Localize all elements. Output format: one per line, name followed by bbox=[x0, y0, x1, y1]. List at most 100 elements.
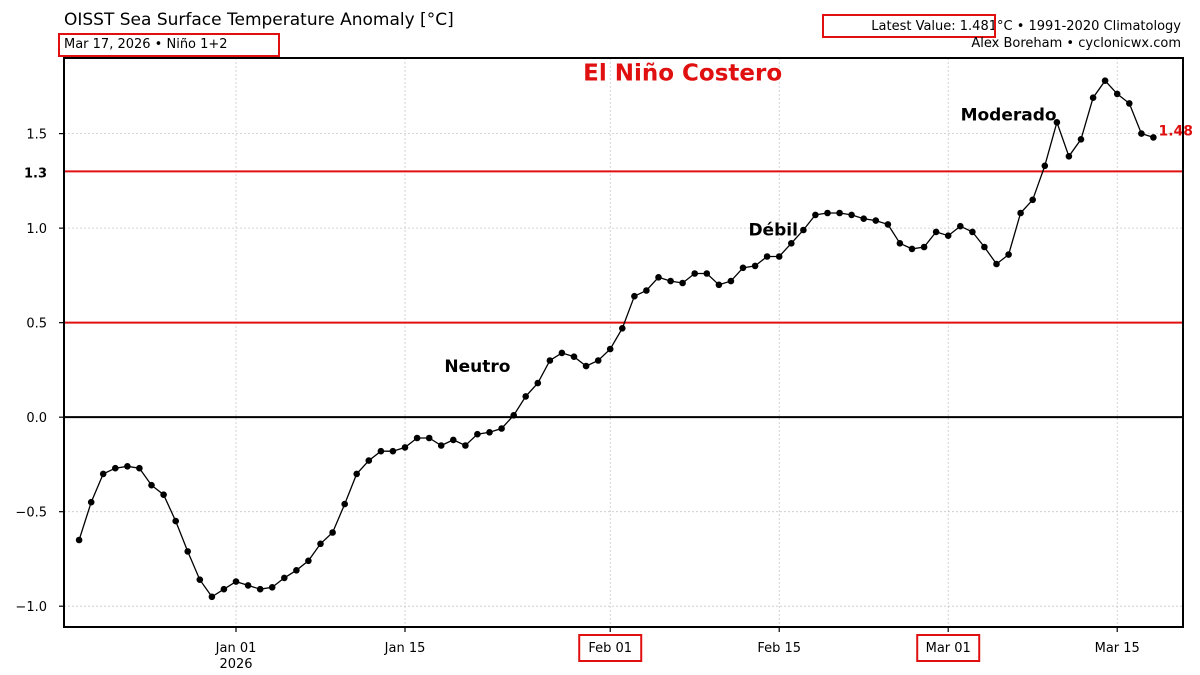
latest-value: Latest Value: 1.481°C bbox=[871, 19, 1013, 34]
data-point bbox=[486, 429, 493, 436]
data-point bbox=[546, 357, 554, 364]
data-point bbox=[208, 593, 216, 601]
y-tick-label: 0.0 bbox=[26, 411, 47, 426]
data-point bbox=[305, 557, 312, 565]
zone-label: Neutro bbox=[444, 357, 510, 377]
data-point bbox=[860, 215, 867, 222]
data-point bbox=[908, 245, 916, 253]
x-tick-sublabel: 2026 bbox=[219, 657, 252, 672]
y-tick-label: −0.5 bbox=[15, 506, 47, 521]
data-point bbox=[172, 517, 179, 525]
x-tick-highlight-box bbox=[578, 634, 643, 662]
threshold-label: 1.3 bbox=[24, 166, 47, 181]
climatology-label: • 1991-2020 Climatology bbox=[1012, 19, 1181, 34]
series-line bbox=[78, 79, 1154, 598]
chart-title: OISST Sea Surface Temperature Anomaly [°… bbox=[64, 10, 454, 30]
data-point bbox=[184, 548, 191, 555]
data-point bbox=[1126, 100, 1133, 107]
latest-value-highlight-box bbox=[822, 14, 996, 38]
data-point bbox=[160, 491, 167, 499]
data-point bbox=[775, 253, 783, 260]
data-point bbox=[510, 412, 517, 419]
y-tick-label: −1.0 bbox=[15, 600, 47, 615]
data-point bbox=[437, 442, 445, 449]
data-point bbox=[377, 447, 385, 455]
data-point bbox=[136, 464, 143, 472]
data-point bbox=[715, 281, 723, 289]
data-point bbox=[619, 325, 626, 332]
data-point bbox=[1053, 119, 1061, 126]
data-point bbox=[932, 228, 940, 236]
data-point bbox=[256, 585, 264, 593]
data-point bbox=[474, 430, 481, 438]
data-point bbox=[800, 226, 807, 234]
data-point bbox=[534, 379, 542, 387]
data-point bbox=[739, 264, 747, 272]
data-point bbox=[112, 464, 119, 472]
data-point bbox=[413, 434, 421, 442]
data-point bbox=[329, 529, 336, 536]
data-point bbox=[353, 470, 361, 478]
data-point bbox=[1089, 94, 1097, 101]
data-point bbox=[1077, 136, 1085, 143]
data-point bbox=[788, 240, 795, 247]
data-point bbox=[317, 540, 324, 548]
data-point bbox=[1101, 77, 1109, 84]
data-point bbox=[836, 209, 843, 217]
data-point bbox=[196, 576, 204, 583]
data-point bbox=[993, 260, 1000, 268]
data-point bbox=[969, 228, 976, 236]
data-point bbox=[244, 582, 252, 589]
data-point bbox=[763, 253, 771, 260]
data-point bbox=[872, 217, 880, 224]
headline-annotation: El Niño Costero bbox=[583, 61, 782, 87]
data-point bbox=[631, 292, 638, 300]
data-point bbox=[691, 270, 698, 277]
data-point bbox=[365, 457, 373, 464]
data-point bbox=[341, 500, 349, 508]
data-point bbox=[727, 277, 735, 285]
data-point bbox=[99, 470, 107, 478]
data-point bbox=[1138, 130, 1145, 137]
data-point bbox=[1005, 251, 1012, 258]
x-tick-label: Jan 01 bbox=[215, 641, 257, 656]
data-point bbox=[462, 442, 469, 449]
data-point bbox=[643, 287, 650, 294]
grid-lines bbox=[64, 58, 1183, 627]
plot-frame bbox=[63, 57, 1184, 628]
data-point bbox=[957, 222, 964, 230]
data-point bbox=[389, 447, 397, 455]
x-tick-label: Mar 15 bbox=[1095, 641, 1140, 656]
data-point bbox=[148, 481, 155, 489]
data-point bbox=[1150, 134, 1157, 141]
chart-subtitle: Mar 17, 2026 • Niño 1+2 bbox=[64, 37, 228, 52]
credit-label: Alex Boreham • cyclonicwx.com bbox=[971, 36, 1181, 51]
data-point bbox=[281, 574, 288, 582]
data-point bbox=[87, 498, 95, 506]
data-point bbox=[450, 436, 457, 444]
x-tick-highlight-box bbox=[916, 634, 981, 662]
data-point bbox=[1113, 90, 1121, 98]
data-point bbox=[220, 585, 228, 593]
data-point bbox=[558, 349, 566, 357]
header-right-line1: Latest Value: 1.481°C • 1991-2020 Climat… bbox=[871, 19, 1181, 34]
data-point bbox=[981, 243, 988, 251]
data-point bbox=[896, 240, 904, 247]
data-point bbox=[920, 243, 928, 251]
data-point bbox=[594, 357, 602, 364]
last-value-label: 1.48 bbox=[1158, 123, 1193, 139]
y-tick-label: 0.5 bbox=[26, 317, 47, 332]
data-point bbox=[812, 211, 819, 219]
y-tick-label: 1.5 bbox=[26, 128, 47, 143]
x-tick-label: Jan 15 bbox=[384, 641, 426, 656]
data-point bbox=[751, 262, 759, 270]
data-point bbox=[268, 584, 276, 591]
data-point bbox=[667, 277, 674, 285]
data-point bbox=[1041, 162, 1049, 170]
data-point bbox=[1017, 209, 1024, 217]
annotations-layer: El Niño Costero Neutro Débil Moderado 1.48 bbox=[444, 61, 1193, 377]
data-point bbox=[582, 362, 590, 370]
data-point bbox=[75, 536, 83, 544]
data-point bbox=[498, 425, 505, 432]
